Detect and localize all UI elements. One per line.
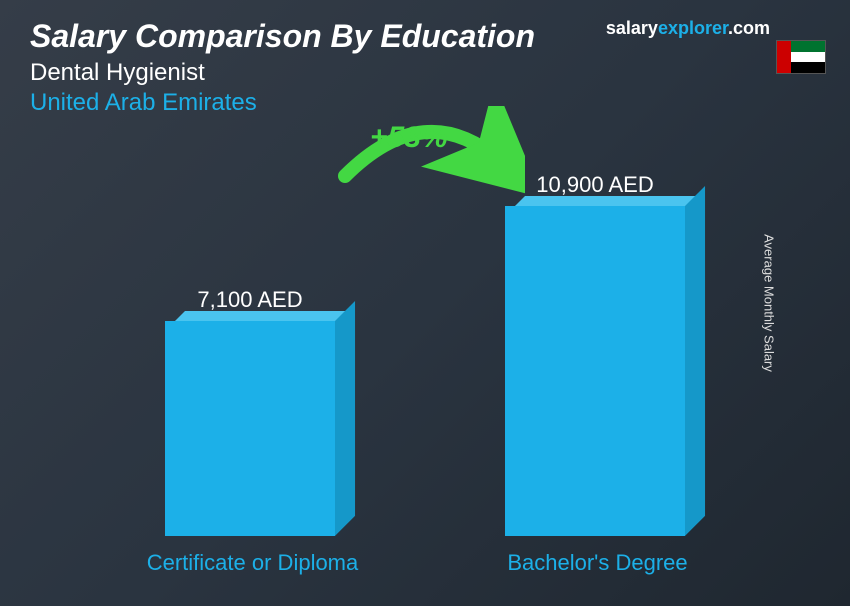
- bar-group-2: 10,900 AED: [505, 206, 685, 536]
- bar-value-label-2: 10,900 AED: [536, 172, 653, 198]
- subtitle-job: Dental Hygienist: [30, 59, 535, 87]
- bar-side-2: [685, 186, 705, 536]
- percent-change-badge: +53%: [370, 121, 448, 155]
- x-axis-labels: Certificate or Diploma Bachelor's Degree: [80, 550, 770, 576]
- bar-2: [505, 206, 685, 536]
- x-label-2: Bachelor's Degree: [448, 550, 748, 576]
- flag-vertical: [777, 41, 791, 73]
- bar-chart: +53% 7,100 AED 10,900 AED Certificate or…: [80, 126, 770, 576]
- site-part1: salary: [606, 18, 658, 38]
- x-label-1: Certificate or Diploma: [103, 550, 403, 576]
- header: Salary Comparison By Education Dental Hy…: [30, 18, 535, 117]
- bar-front-2: [505, 206, 685, 536]
- bar-1: [165, 321, 335, 536]
- bar-group-1: 7,100 AED: [165, 321, 335, 536]
- site-part3: .com: [728, 18, 770, 38]
- bar-side-1: [335, 301, 355, 536]
- site-part2: explorer: [658, 18, 728, 38]
- bar-front-1: [165, 321, 335, 536]
- bar-value-label-1: 7,100 AED: [197, 287, 302, 313]
- page-title: Salary Comparison By Education: [30, 18, 535, 55]
- flag-icon: [776, 40, 826, 74]
- site-brand: salaryexplorer.com: [606, 18, 770, 39]
